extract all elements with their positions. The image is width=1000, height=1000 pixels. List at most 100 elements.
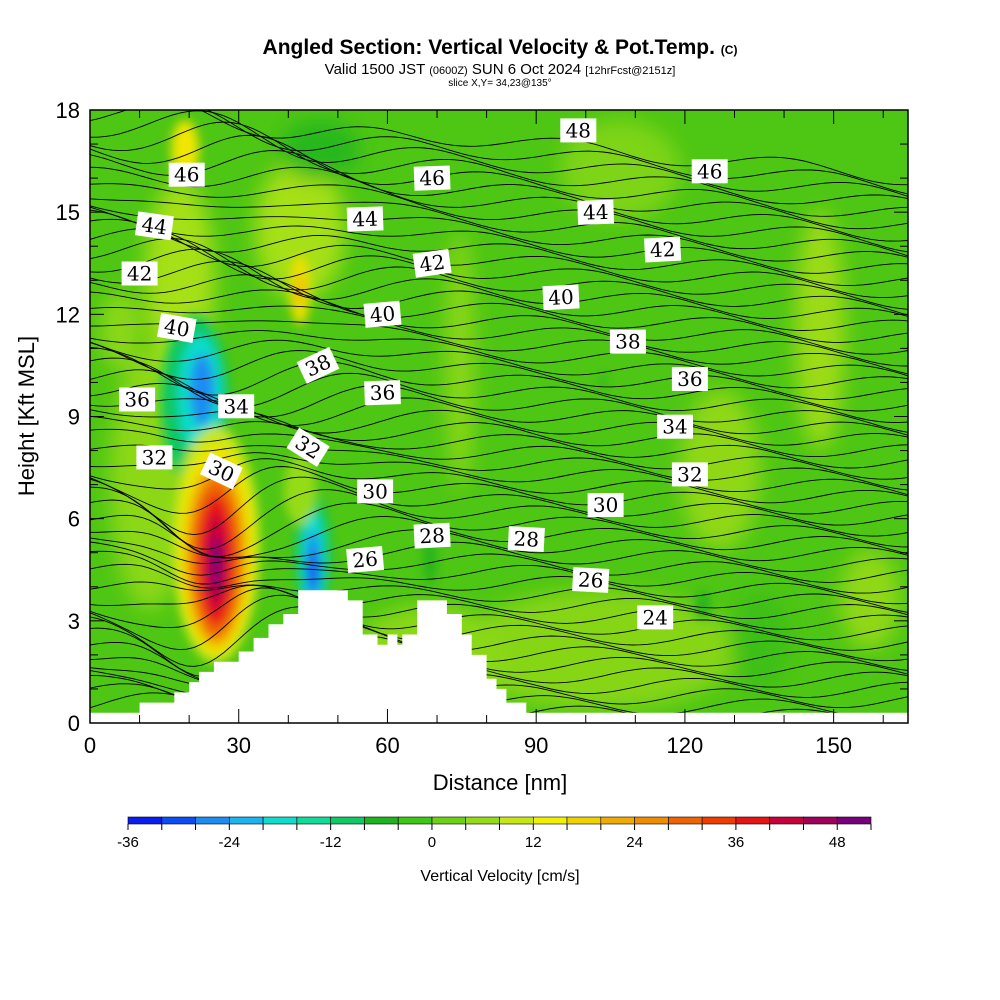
contour-label-box xyxy=(296,346,340,384)
x-tick-label: 120 xyxy=(667,733,704,758)
contour-label: 36 xyxy=(119,387,156,412)
contour-label: 44 xyxy=(346,206,384,232)
contour-label-text: 30 xyxy=(593,493,618,517)
isentrope-line xyxy=(90,110,908,197)
contour-label: 28 xyxy=(413,522,451,549)
isentrope-line xyxy=(90,415,908,469)
chart-title: Angled Section: Vertical Velocity & Pot.… xyxy=(0,36,1000,60)
isentrope-line xyxy=(90,452,908,496)
y-tick-label: 18 xyxy=(56,98,80,123)
terrain-mask xyxy=(90,590,908,723)
x-axis-label: Distance [nm] xyxy=(433,770,568,795)
contour-label-box xyxy=(542,284,580,311)
isentrope-line xyxy=(90,342,908,400)
forecast-info: [12hrFcst@2151z] xyxy=(585,65,676,77)
contour-label: 34 xyxy=(218,394,255,419)
contour-label: 26 xyxy=(572,567,610,593)
isentrope-line xyxy=(90,248,908,319)
contour-label-box xyxy=(560,118,597,143)
contour-label-text: 48 xyxy=(566,118,591,142)
colorbar-swatch xyxy=(769,816,804,825)
y-axis-label: Height [Kft MSL] xyxy=(14,336,39,496)
y-tick-label: 15 xyxy=(56,200,80,225)
isentrope-line xyxy=(90,134,908,217)
contour-label: 42 xyxy=(121,261,158,286)
contour-label-box xyxy=(346,206,384,232)
contour-label-box xyxy=(507,526,545,553)
contour-label: 46 xyxy=(168,162,205,187)
isentrope-line xyxy=(90,150,908,230)
y-tick-label: 9 xyxy=(68,405,80,430)
isentrope-line xyxy=(90,499,908,558)
valid-time: Valid 1500 JST xyxy=(324,61,426,78)
isentrope-line xyxy=(90,541,908,583)
colorbar-tick-label: 24 xyxy=(626,834,643,851)
isentrope-line xyxy=(90,198,908,257)
contour-label: 38 xyxy=(609,329,646,354)
colorbar-swatch xyxy=(803,816,838,825)
contour-label: 32 xyxy=(286,427,330,467)
contour-label: 34 xyxy=(657,414,693,439)
isentrope-line xyxy=(90,514,908,559)
contour-label: 40 xyxy=(542,284,580,311)
x-tick-label: 0 xyxy=(84,733,96,758)
colorbar-swatch xyxy=(330,816,365,825)
contour-label-text: 30 xyxy=(362,479,387,503)
colorbar-swatch xyxy=(668,816,703,825)
colorbar-tick-label: 0 xyxy=(428,834,436,851)
contour-label-text: 40 xyxy=(162,314,191,342)
y-tick-label: 3 xyxy=(68,609,80,634)
contour-label-text: 46 xyxy=(419,166,445,191)
isentrope-line xyxy=(90,305,908,367)
contour-label-text: 36 xyxy=(124,388,149,412)
colorbar-swatch xyxy=(566,816,602,825)
contour-label-text: 32 xyxy=(677,462,702,486)
colorbar-swatch xyxy=(836,816,872,825)
colorbar-swatch xyxy=(229,816,264,825)
contour-label-text: 40 xyxy=(548,285,575,310)
contour-label-text: 34 xyxy=(662,415,687,439)
isentrope-line xyxy=(90,289,908,355)
colorbar-swatch xyxy=(634,816,669,825)
contour-label-text: 44 xyxy=(352,207,378,232)
contour-label-text: 44 xyxy=(583,200,609,225)
x-tick-label: 30 xyxy=(226,733,250,758)
y-tick-label: 6 xyxy=(68,507,80,532)
isentrope-line xyxy=(90,205,908,262)
isentrope-line xyxy=(90,339,908,389)
isentrope-line xyxy=(90,594,908,651)
x-axis-ticks: 0 30 60 90 120 150 xyxy=(84,110,884,758)
colorbar-swatch xyxy=(431,816,467,825)
colorbar-swatch xyxy=(465,816,500,825)
isentrope-line xyxy=(90,584,908,620)
colorbar-swatch xyxy=(600,816,635,825)
colorbar-swatch xyxy=(296,816,331,825)
isentrope-line xyxy=(90,606,908,667)
isentrope-line xyxy=(90,563,908,605)
contour-label-box xyxy=(357,479,394,504)
contour-label-box xyxy=(134,211,174,241)
isentrope-line xyxy=(90,529,908,562)
x-tick-label: 60 xyxy=(375,733,399,758)
contour-label-box xyxy=(609,329,646,354)
isentrope-line xyxy=(90,260,908,331)
colorbar-swatch xyxy=(735,816,771,825)
contour-label: 44 xyxy=(134,211,174,241)
valid-zulu: (0600Z) xyxy=(429,65,468,77)
contour-label-text: 36 xyxy=(677,367,702,391)
contour-label: 46 xyxy=(691,159,728,184)
colorbar-tick-label: 48 xyxy=(829,834,846,851)
colorbar-swatch xyxy=(195,816,230,825)
isentrope-line xyxy=(90,428,908,480)
contour-label: 48 xyxy=(560,118,597,143)
contour-label: 46 xyxy=(413,165,451,191)
isentrope-line xyxy=(90,238,908,316)
contour-label-text: 26 xyxy=(577,567,604,592)
isentrope-line xyxy=(90,320,908,375)
contour-label-text: 42 xyxy=(418,250,447,277)
isentrope-line xyxy=(90,110,908,195)
colorbar: -36 -24 -12 0 12 24 36 48 xyxy=(117,816,872,851)
contour-label-box xyxy=(587,493,624,517)
isentrope-line xyxy=(90,330,908,377)
